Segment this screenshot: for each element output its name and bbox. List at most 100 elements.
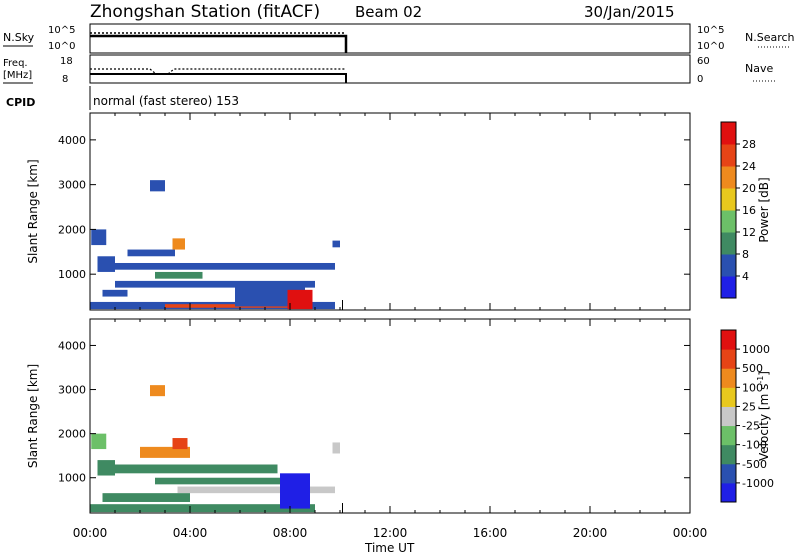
velocity-colorbar-label-7: -1000 [742,477,774,490]
velocity-colorbar-swatch-0 [721,482,736,503]
power-cell-7 [102,289,128,297]
nave-trace [90,68,346,75]
power-colorbar-swatch-2 [721,232,736,255]
velocity-cell-8 [90,504,315,513]
nave-label: Nave [745,62,773,75]
nsearch-label: N.Search [745,31,795,44]
xtick-label-0: 00:00 [73,526,108,540]
power-colorbar-swatch-5 [721,166,736,189]
velocity-colorbar-swatch-3 [721,425,736,446]
nsky-tick-bottom: 10^0 [48,41,75,52]
x-axis-title: Time UT [364,541,415,554]
power-colorbar-swatch-6 [721,144,736,167]
cpid-label: CPID [6,96,35,109]
velocity-cell-10 [150,385,165,397]
power-ylabel: Slant Range [km] [26,159,40,263]
xtick-label-2: 08:00 [273,526,308,540]
xtick-label-3: 12:00 [373,526,408,540]
velocity-data [90,385,340,513]
velocity-colorbar-label-4: -25 [742,420,760,433]
power-cell-13 [332,240,340,248]
nsearch-tick-bottom: 10^0 [697,41,724,52]
xtick-label-4: 16:00 [473,526,508,540]
velocity-colorbar-label-3: 25 [742,400,756,413]
power-cell-4 [172,238,185,250]
velocity-ylabel: Slant Range [km] [26,364,40,468]
velocity-colorbar-title: Velocity [m s-1] [756,371,771,461]
velocity-colorbar-swatch-7 [721,349,736,369]
power-colorbar: 4 8 12 16 20 24 28 Power [dB] [720,121,771,299]
nsky-trace [90,34,348,53]
velocity-cell-2 [110,464,278,474]
velocity-colorbar-label-1: 500 [742,362,763,375]
nsky-tick-top: 10^5 [48,25,75,36]
power-colorbar-label-0: 4 [742,270,749,283]
freq-label: Freq. [3,58,28,69]
nsky-panel-frame [89,23,691,54]
xtick-label-5: 20:00 [573,526,608,540]
velocity-ytick-label-2: 3000 [58,384,86,397]
power-colorbar-title: Power [dB] [757,177,771,242]
power-colorbar-label-3: 16 [742,204,756,217]
nsky-panel: N.Sky 10^5 10^0 10^5 10^0 N.Search [3,23,795,54]
velocity-cell-4 [172,438,188,450]
power-cell-9 [165,304,303,308]
power-data [90,180,340,310]
date-label: 30/Jan/2015 [584,3,675,21]
power-colorbar-label-5: 24 [742,160,756,173]
freq-unit: [MHz] [3,70,32,81]
power-colorbar-label-2: 12 [742,226,756,239]
power-cell-11 [287,289,313,310]
power-colorbar-label-4: 20 [742,182,756,195]
power-colorbar-swatch-0 [721,276,736,299]
velocity-colorbar-label-0: 1000 [742,343,770,356]
freq-panel: Freq. [MHz] 18 8 60 0 Nave [3,54,775,85]
velocity-ytick-label-3: 4000 [58,339,86,352]
velocity-colorbar-swatch-4 [721,406,736,427]
velocity-colorbar-swatch-2 [721,444,736,465]
velocity-ytick-label-1: 2000 [58,428,86,441]
velocity-colorbar-swatch-1 [721,463,736,484]
freq-tick-top: 18 [60,56,73,67]
cpid-strip: CPID normal (fast stereo) 153 [6,86,239,110]
velocity-panel: 1000 2000 3000 4000 Slant Range [km] 1000 500 1… [26,318,774,514]
velocity-cell-5 [155,477,290,485]
power-cell-3 [127,249,175,257]
power-colorbar-label-1: 8 [742,248,749,261]
velocity-colorbar-swatch-5 [721,387,736,407]
velocity-colorbar-swatch-8 [721,330,736,350]
velocity-cell-3 [140,446,190,458]
velocity-cell-6 [177,486,335,494]
freq-tick-bottom: 8 [62,74,68,85]
power-panel: 1000 2000 3000 4000 Slant Range [km] 4 8 12 16 20… [26,112,771,311]
nave-tick-bottom: 0 [697,74,703,85]
freq-trace [90,73,347,83]
velocity-ytick-label-0: 1000 [58,472,86,485]
power-colorbar-swatch-3 [721,210,736,233]
velocity-colorbar-label-6: -500 [742,458,767,471]
time-axis: 00:00 04:00 08:00 12:00 16:00 20:00 00:00 [73,526,708,540]
power-colorbar-label-6: 28 [742,138,756,151]
power-ytick-label-3: 4000 [58,134,86,147]
power-ytick-label-0: 1000 [58,268,86,281]
power-cell-2 [110,262,335,270]
figure-title: Zhongshan Station (fitACF) [90,2,320,22]
nave-tick-top: 60 [697,56,710,67]
velocity-cell-11 [332,442,340,454]
power-colorbar-swatch-1 [721,254,736,277]
velocity-cell-0 [91,433,107,450]
velocity-colorbar-frame [720,329,737,503]
xtick-label-1: 04:00 [173,526,208,540]
xtick-label-6: 00:00 [673,526,708,540]
beam-label: Beam 02 [355,3,422,21]
power-cell-6 [115,280,315,288]
velocity-colorbar: 1000 500 100 25 -25 -100 -500 -1000 Velocity [m … [720,329,774,503]
power-cell-5 [155,271,203,279]
power-ytick-label-2: 3000 [58,179,86,192]
velocity-colorbar-label-2: 100 [742,381,763,394]
power-cell-0 [91,229,107,246]
nsky-label: N.Sky [3,31,35,44]
velocity-cell-7 [102,493,190,502]
power-colorbar-swatch-7 [721,122,736,145]
